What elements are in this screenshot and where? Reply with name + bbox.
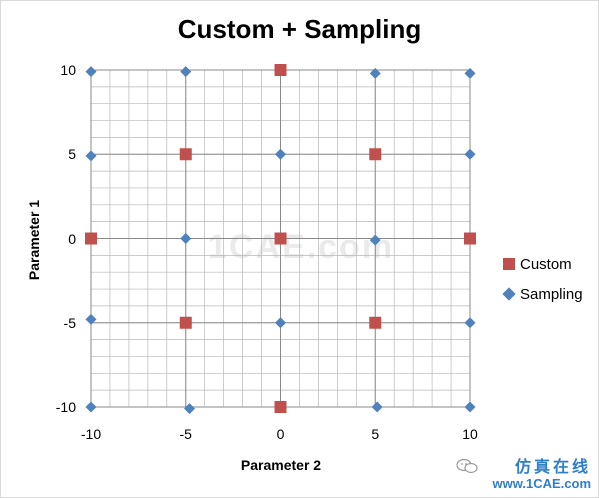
data-point-sampling xyxy=(85,150,97,162)
footer-url: www.1CAE.com xyxy=(492,476,591,492)
footer-chinese-text: 仿真在线 xyxy=(514,458,591,476)
legend-label: Sampling xyxy=(520,285,583,303)
y-tick-label: 0 xyxy=(68,230,76,247)
data-point-sampling xyxy=(369,67,381,79)
legend-item-custom: Custom xyxy=(503,249,583,279)
data-point-sampling xyxy=(184,403,196,415)
x-tick-label: -10 xyxy=(80,426,102,442)
data-point-sampling xyxy=(180,233,192,244)
data-point-sampling xyxy=(275,317,286,329)
data-point-sampling xyxy=(369,234,381,246)
data-point-custom xyxy=(274,401,287,413)
data-point-sampling xyxy=(275,148,286,160)
data-point-custom xyxy=(369,316,382,329)
data-point-custom xyxy=(274,232,287,245)
legend: Custom Sampling xyxy=(502,249,583,309)
data-point-custom xyxy=(85,232,97,245)
data-point-sampling xyxy=(180,66,192,78)
data-point-sampling xyxy=(464,317,476,329)
footer-watermark: 仿真在线 www.1CAE.com xyxy=(493,459,591,492)
legend-item-sampling: Sampling xyxy=(502,279,583,309)
legend-label: Custom xyxy=(520,255,572,273)
data-point-sampling xyxy=(85,66,97,78)
legend-square-marker xyxy=(503,258,515,270)
y-tick-label: 5 xyxy=(68,146,76,163)
chart-title: Custom + Sampling xyxy=(177,14,422,44)
data-point-sampling xyxy=(85,313,97,325)
data-point-sampling xyxy=(85,401,97,413)
y-tick-label: -10 xyxy=(55,399,76,415)
data-point-sampling xyxy=(464,67,476,79)
legend-diamond-marker xyxy=(502,287,516,301)
wechat-icon xyxy=(456,458,478,474)
data-point-sampling xyxy=(371,401,383,413)
data-point-custom xyxy=(179,316,192,329)
y-axis-label: Parameter 1 xyxy=(26,199,42,281)
watermark-logo: 1CAE.com xyxy=(208,228,395,266)
data-point-custom xyxy=(274,64,287,76)
data-point-sampling xyxy=(464,148,476,160)
x-tick-label: -5 xyxy=(179,426,192,442)
x-tick-label: 10 xyxy=(462,426,478,442)
y-tick-label: 10 xyxy=(60,62,76,78)
data-point-custom xyxy=(464,232,476,245)
x-tick-label: 5 xyxy=(371,426,380,442)
x-axis-label: Parameter 2 xyxy=(240,457,322,473)
x-tick-label: 0 xyxy=(276,426,285,442)
data-point-custom xyxy=(369,148,382,161)
data-point-sampling xyxy=(464,401,476,413)
y-tick-label: -5 xyxy=(63,314,76,331)
data-point-custom xyxy=(179,148,192,161)
